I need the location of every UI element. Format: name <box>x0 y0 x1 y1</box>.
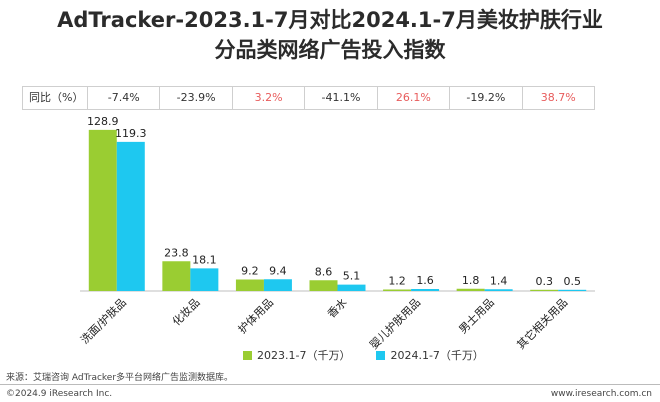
bar <box>88 129 117 291</box>
chart-title-line1: AdTracker-2023.1-7月对比2024.1-7月美妆护肤行业 <box>57 8 603 32</box>
data-label: 0.5 <box>563 275 581 288</box>
data-label: 9.2 <box>241 265 259 278</box>
copyright: ©2024.9 iResearch Inc. <box>6 389 113 399</box>
yoy-cell: -19.2% <box>449 87 521 109</box>
category-label: 男士用品 <box>456 296 496 336</box>
bar <box>411 289 440 291</box>
bar <box>530 289 559 291</box>
data-label: 128.9 <box>87 115 119 128</box>
yoy-cell: -23.9% <box>159 87 231 109</box>
data-label: 0.3 <box>535 275 553 288</box>
data-label: 9.4 <box>269 264 287 277</box>
legend-swatch-2024 <box>376 350 386 360</box>
legend-label-2024: 2024.1-7（千万） <box>390 349 484 362</box>
category-label: 其它相关用品 <box>514 295 571 352</box>
bar <box>383 289 412 291</box>
category-label: 护体用品 <box>235 295 276 336</box>
bar <box>263 279 292 291</box>
bar <box>162 261 191 291</box>
data-label: 1.4 <box>490 274 508 287</box>
bar <box>456 288 485 291</box>
yoy-cell: -41.1% <box>304 87 376 109</box>
website: www.iresearch.com.cn <box>550 389 652 399</box>
category-label: 香水 <box>325 296 350 321</box>
legend-item-2023: 2023.1-7（千万） <box>243 347 350 363</box>
data-label: 1.8 <box>462 274 480 287</box>
footer-divider <box>0 384 660 385</box>
yoy-cell: 26.1% <box>376 87 449 109</box>
data-label: 8.6 <box>315 265 333 278</box>
bar <box>309 280 338 291</box>
yoy-cell: 38.7% <box>521 87 594 109</box>
data-label: 1.2 <box>388 275 406 288</box>
bar <box>190 268 219 291</box>
yoy-label: 同比（%） <box>29 91 84 104</box>
data-label: 1.6 <box>416 274 434 287</box>
bar <box>235 279 264 291</box>
legend-item-2024: 2024.1-7（千万） <box>376 347 484 363</box>
bar <box>116 141 145 291</box>
data-label: 18.1 <box>192 253 217 266</box>
bar <box>484 289 513 291</box>
yoy-row: 同比（%） -7.4% -23.9% 3.2% -41.1% 26.1% -19.2% 38… <box>22 86 595 110</box>
chart-title-line2: 分品类网络广告投入指数 <box>214 38 446 62</box>
bar <box>337 284 366 291</box>
category-label: 化妆品 <box>169 295 202 328</box>
source-note: 来源：艾瑞咨询 AdTracker多平台网络广告监测数据库。 <box>6 373 234 383</box>
legend-swatch-2023 <box>243 350 252 360</box>
data-label: 23.8 <box>164 246 189 259</box>
bar <box>558 289 587 291</box>
data-label: 119.3 <box>115 127 147 140</box>
data-label: 5.1 <box>343 270 361 283</box>
legend: 2023.1-7（千万） 2024.1-7（千万） <box>243 347 484 363</box>
category-label: 洗面/护肤品 <box>77 295 128 346</box>
legend-label-2023: 2023.1-7（千万） <box>257 349 351 362</box>
yoy-cell: 3.2% <box>231 87 304 109</box>
yoy-cell: -7.4% <box>87 87 159 109</box>
category-label: 婴儿护肤用品 <box>367 295 424 352</box>
